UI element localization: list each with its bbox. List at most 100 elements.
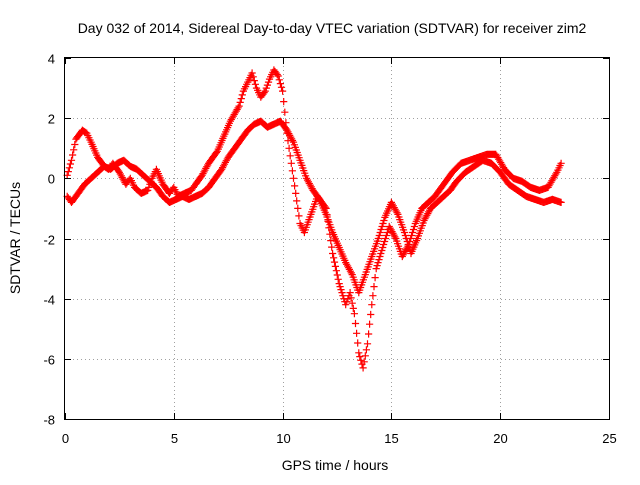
- y-tick-label: 0: [48, 172, 55, 187]
- data-point: [328, 243, 336, 251]
- data-point: [331, 262, 339, 270]
- data-point: [67, 156, 76, 164]
- data-point: [380, 240, 388, 249]
- data-point: [375, 231, 383, 240]
- data-point: [410, 222, 418, 231]
- data-point: [359, 364, 367, 372]
- y-tick-label: -6: [43, 353, 55, 368]
- data-point: [360, 358, 368, 366]
- data-point: [349, 304, 357, 312]
- data-point: [334, 275, 342, 283]
- data-point: [251, 80, 259, 88]
- y-tick-label: -2: [43, 233, 55, 248]
- data-point: [144, 186, 152, 194]
- data-point: [292, 189, 300, 197]
- data-point: [368, 301, 376, 309]
- data-point: [408, 228, 417, 237]
- data-point: [377, 225, 385, 234]
- data-point: [350, 310, 358, 318]
- data-point: [64, 168, 72, 176]
- data-point: [408, 231, 416, 240]
- data-point: [235, 102, 243, 110]
- data-point: [291, 182, 299, 190]
- y-tick-label: -4: [43, 293, 55, 308]
- data-point: [330, 258, 339, 266]
- data-point: [279, 87, 287, 95]
- data-point: [337, 286, 345, 294]
- data-point: [285, 144, 293, 152]
- data-point: [378, 246, 386, 255]
- data-point: [376, 228, 384, 237]
- data-point: [281, 108, 289, 116]
- data-point: [374, 259, 382, 267]
- data-point: [329, 249, 337, 258]
- data-point: [275, 76, 283, 84]
- data-point: [346, 289, 354, 297]
- data-point: [375, 256, 383, 264]
- data-point: [402, 234, 410, 243]
- data-point: [557, 159, 565, 167]
- data-point: [557, 198, 565, 206]
- data-point: [362, 346, 370, 354]
- data-point: [250, 77, 258, 85]
- data-point: [236, 98, 244, 106]
- data-point: [347, 294, 355, 302]
- data-point: [344, 295, 352, 303]
- data-point: [71, 140, 79, 149]
- data-point: [366, 320, 374, 328]
- data-point: [370, 283, 378, 291]
- data-point: [361, 352, 369, 360]
- data-point: [379, 219, 387, 228]
- data-point: [374, 234, 382, 243]
- data-point: [286, 152, 294, 160]
- data-point: [289, 174, 298, 182]
- data-point: [248, 69, 256, 77]
- data-point: [342, 301, 350, 309]
- data-point: [351, 319, 360, 328]
- data-point: [369, 292, 377, 300]
- x-tick-label: 15: [384, 431, 398, 446]
- data-point: [348, 299, 356, 307]
- y-tick-labels: -8 -6 -4 -2 0 2 4: [43, 52, 55, 428]
- data-point: [339, 292, 347, 300]
- data-point: [383, 228, 391, 237]
- data-point: [276, 80, 284, 88]
- data-point: [262, 84, 270, 92]
- data-point: [380, 216, 388, 225]
- data-points: [63, 66, 565, 372]
- x-tick-label: 25: [602, 431, 616, 446]
- data-point: [372, 265, 380, 273]
- data-point: [379, 243, 387, 252]
- data-point: [338, 289, 346, 297]
- data-point: [381, 234, 390, 243]
- data-point: [277, 83, 286, 91]
- data-point: [293, 197, 301, 205]
- data-point: [354, 339, 362, 347]
- data-point: [249, 73, 257, 81]
- data-point: [70, 146, 78, 154]
- data-point: [332, 267, 340, 275]
- data-point: [371, 274, 379, 282]
- data-point: [237, 95, 245, 103]
- y-tick-label: 4: [48, 52, 55, 67]
- data-point: [263, 81, 271, 89]
- series-track-a: [63, 66, 565, 372]
- x-tick-label: 10: [276, 431, 290, 446]
- data-point: [330, 254, 338, 262]
- axis-ticks: [65, 58, 610, 420]
- data-point: [261, 87, 269, 95]
- data-point: [274, 72, 282, 80]
- y-tick-label: 2: [48, 112, 55, 127]
- x-tick-label: 20: [493, 431, 507, 446]
- data-point: [288, 167, 296, 175]
- x-tick-label: 5: [171, 431, 178, 446]
- x-tick-label: 0: [62, 431, 69, 446]
- data-point: [280, 98, 288, 106]
- data-point: [409, 225, 418, 234]
- data-point: [295, 212, 303, 220]
- data-point: [294, 204, 302, 212]
- data-point: [404, 240, 412, 249]
- data-point: [376, 252, 384, 261]
- data-point: [238, 91, 246, 99]
